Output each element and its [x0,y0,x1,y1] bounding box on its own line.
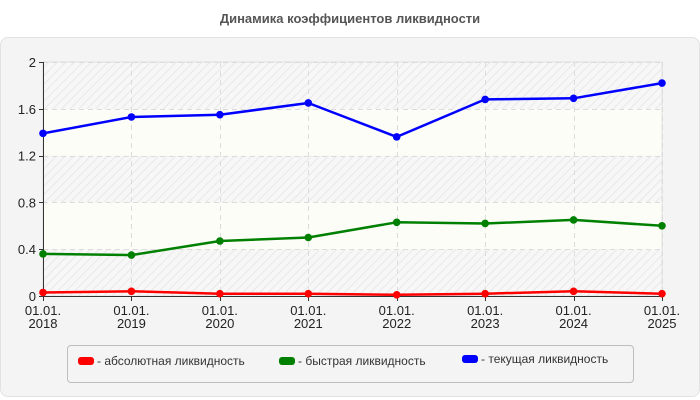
legend-swatch-red [78,357,94,365]
data-point [481,219,489,228]
y-tick-label: 0.8 [18,195,36,210]
data-point [39,250,47,258]
data-point [39,288,47,297]
legend-item-quick: - быстрая ликвидность [279,354,426,368]
x-tick-label: 01.01. [202,303,238,318]
legend: - абсолютная ликвидность - быстрая ликви… [67,345,634,383]
legend-swatch-green [279,357,295,365]
data-point [127,287,136,296]
data-point [569,94,578,103]
data-point [304,289,313,298]
series-line [42,218,663,257]
x-tick-label: 01.01. [290,303,326,318]
y-tick-label: 1.6 [18,102,36,117]
plot-band [43,155,662,203]
data-point [392,133,401,141]
x-tick-label: 2018 [29,316,58,331]
data-point [216,289,224,298]
data-point [127,113,136,121]
x-tick-label: 01.01. [379,303,415,318]
data-point [392,291,401,299]
x-tick-label: 2020 [205,316,234,331]
data-point [569,287,578,296]
data-point [569,216,578,224]
legend-label: - быстрая ликвидность [298,354,426,368]
data-point [658,79,666,87]
legend-item-absolute: - абсолютная ликвидность [78,354,245,368]
data-point [39,129,47,138]
x-tick-label: 01.01. [113,303,149,318]
legend-swatch-blue [462,355,478,363]
legend-label: - абсолютная ликвидность [97,354,245,368]
axes [39,62,663,301]
series-line [42,290,663,297]
x-tick-label: 01.01. [644,303,680,318]
data-point [304,233,313,242]
data-point [127,251,136,259]
y-tick-label: 1.2 [18,149,36,164]
data-point [392,218,401,227]
plot-background-bands [42,61,663,297]
data-series [39,79,666,299]
x-tick-label: 2021 [294,316,323,331]
legend-label: - текущая ликвидность [481,352,609,366]
x-tick-label: 01.01. [25,303,61,318]
y-tick-label: 0.4 [18,242,36,257]
y-tick-label: 0 [29,289,36,304]
data-point [658,289,666,298]
series-line [42,81,663,139]
x-tick-label: 2019 [117,316,146,331]
tick-labels: 00.40.81.21.6201.01.201801.01.201901.01.… [18,55,680,331]
plot-band [43,249,662,296]
data-point [216,237,224,245]
plot-band [43,202,662,250]
chart-title: Динамика коэффициентов ликвидности [219,11,481,26]
x-tick-label: 2023 [471,316,500,331]
data-point [481,95,489,104]
x-tick-label: 2025 [648,316,677,331]
y-tick-label: 2 [29,55,36,70]
data-point [481,289,489,298]
data-point [216,110,224,119]
data-point [304,99,313,107]
x-tick-label: 01.01. [555,303,591,318]
x-tick-label: 2024 [559,316,588,331]
data-point [658,222,666,230]
plot-band [43,62,662,109]
legend-item-current: - текущая ликвидность [462,352,608,366]
x-tick-label: 01.01. [467,303,503,318]
x-tick-label: 2022 [382,316,411,331]
